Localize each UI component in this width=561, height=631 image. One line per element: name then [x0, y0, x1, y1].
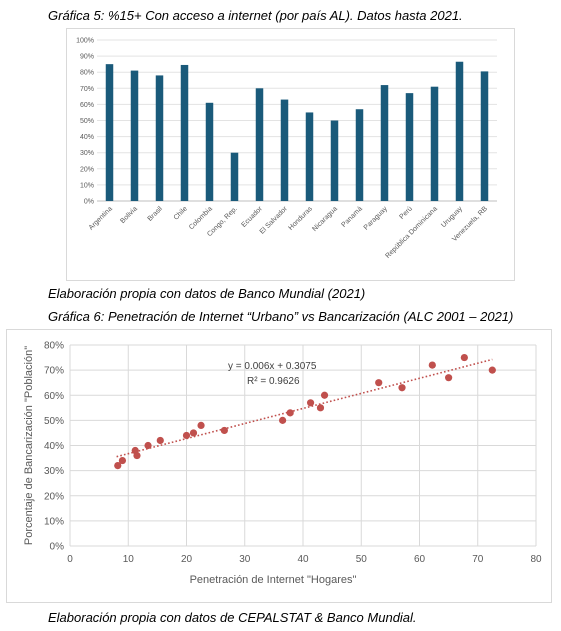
bar-x-tick-label: El Salvador	[259, 205, 290, 236]
scatter-chart: 0% 10% 20% 30% 40% 50% 60% 70% 80% 0 10 20 30 40 50 60 7…	[23, 341, 542, 587]
scatter-y-tick-label: 60%	[44, 391, 64, 402]
scatter-chart-panel: 0% 10% 20% 30% 40% 50% 60% 70% 80% 0 10 20 30 40 50 60 7…	[6, 329, 552, 603]
scatter-x-tick-label: 40	[297, 554, 309, 565]
scatter-point	[118, 456, 127, 465]
scatter-x-tick-label: 20	[181, 554, 193, 565]
bar	[405, 93, 414, 201]
bar	[430, 86, 439, 201]
bar	[155, 75, 164, 201]
bar	[480, 71, 489, 201]
scatter-point	[189, 429, 198, 437]
scatter-x-tick-label: 10	[123, 554, 135, 565]
scatter-point	[460, 353, 468, 362]
bar-y-tick-label: 30%	[80, 150, 94, 157]
bar-y-tick-label: 0%	[84, 199, 94, 206]
trendline-r2: R² = 0.9626	[247, 376, 300, 387]
bar-x-tick-label: Paraguay	[363, 205, 389, 231]
bar-y-tick-label: 70%	[80, 86, 94, 93]
bar-y-tick-label: 100%	[76, 38, 94, 45]
bar-x-tick-label: Uruguay	[440, 205, 464, 229]
bar-y-tick-label: 50%	[80, 118, 94, 125]
scatter-y-tick-label: 50%	[44, 416, 64, 427]
bar-x-tick-label: Colombia	[188, 205, 214, 231]
scatter-x-tick-label: 80	[530, 554, 542, 565]
bar-y-tick-label: 10%	[80, 182, 94, 189]
scatter-point	[320, 391, 329, 399]
scatter-point	[197, 421, 205, 429]
trendline-equation: y = 0.006x + 0.3075	[228, 361, 317, 372]
bar-x-tick-label: Argentina	[88, 205, 114, 231]
scatter-x-axis-title: Penetración de Internet "Hogares"	[190, 574, 357, 586]
bar-x-tick-label: República Dominicana	[384, 205, 439, 260]
bar	[380, 85, 389, 201]
scatter-point	[114, 462, 122, 470]
scatter-y-tick-label: 80%	[44, 341, 64, 352]
scatter-point	[488, 366, 496, 374]
scatter-y-tick-label: 20%	[44, 491, 64, 502]
bar-x-tick-label: Brasil	[147, 205, 165, 223]
chart1-caption: Gráfica 5: %15+ Con acceso a internet (p…	[48, 8, 463, 23]
bar	[330, 120, 339, 201]
bar-y-tick-label: 90%	[80, 54, 94, 61]
bar	[105, 64, 114, 202]
bar-y-tick-label: 40%	[80, 134, 94, 141]
bar	[355, 109, 364, 201]
bar	[455, 61, 464, 201]
bar-y-tick-label: 20%	[80, 166, 94, 173]
scatter-point	[375, 379, 383, 387]
bar-x-tick-label: Perú	[399, 205, 414, 220]
scatter-x-tick-label: 30	[239, 554, 251, 565]
scatter-point	[133, 451, 141, 460]
scatter-point	[428, 361, 436, 369]
bar-x-tick-label: Ecuador	[241, 205, 265, 229]
scatter-y-tick-label: 70%	[44, 366, 64, 377]
scatter-x-tick-label: 50	[356, 554, 368, 565]
bar-chart-panel: 0% 10% 20% 30% 40% 50% 60% 70% 80% 90% 100% Argenti…	[66, 28, 515, 281]
scatter-y-tick-label: 30%	[44, 466, 64, 477]
bar-x-tick-label: Nicaragua	[311, 205, 339, 233]
scatter-y-axis-title: Porcentaje de Bancarización "Población"	[23, 346, 35, 545]
chart2-caption: Gráfica 6: Penetración de Internet “Urba…	[48, 309, 514, 324]
bar	[180, 64, 189, 201]
bar	[305, 112, 314, 201]
scatter-y-tick-label: 40%	[44, 441, 64, 452]
scatter-y-tick-label: 10%	[44, 516, 64, 527]
bar	[130, 70, 139, 201]
bar-y-tick-label: 80%	[80, 70, 94, 77]
chart1-source-caption: Elaboración propia con datos de Banco Mu…	[48, 286, 366, 301]
scatter-point	[316, 404, 325, 412]
scatter-y-tick-label: 0%	[50, 542, 65, 553]
scatter-point	[182, 431, 191, 440]
bar-x-tick-label: Bolivia	[119, 205, 139, 225]
bar	[205, 102, 214, 201]
bar-x-tick-label: Chile	[173, 205, 189, 221]
scatter-x-tick-label: 0	[67, 554, 73, 565]
scatter-point	[220, 426, 228, 435]
bar	[280, 99, 289, 201]
bar-y-tick-label: 60%	[80, 102, 94, 109]
scatter-point	[445, 374, 453, 382]
scatter-point	[156, 436, 164, 445]
scatter-trendline	[116, 358, 493, 458]
scatter-point	[144, 441, 152, 450]
bar	[255, 88, 264, 201]
chart2-source-caption: Elaboración propia con datos de CEPALSTA…	[48, 610, 417, 625]
scatter-point	[286, 409, 294, 417]
bar-x-tick-label: Panamá	[341, 205, 364, 228]
bar-chart: 0% 10% 20% 30% 40% 50% 60% 70% 80% 90% 100% Argenti…	[76, 38, 497, 260]
scatter-x-tick-label: 60	[414, 554, 426, 565]
scatter-point	[398, 384, 406, 392]
scatter-point	[306, 399, 315, 407]
bar	[230, 152, 239, 201]
scatter-x-tick-label: 70	[472, 554, 484, 565]
scatter-point	[279, 416, 287, 424]
